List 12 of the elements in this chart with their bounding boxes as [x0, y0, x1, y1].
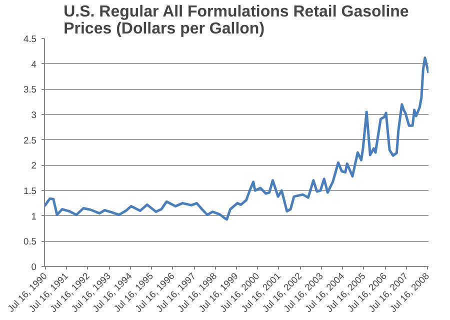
y-tick-label: 1.5	[24, 186, 36, 196]
y-tick-label: 4.5	[24, 34, 36, 44]
y-tick-label: 0.5	[24, 236, 36, 247]
y-tick-label: 2	[31, 160, 37, 171]
y-tick-label: 2.5	[24, 135, 36, 146]
y-tick-label: 3.5	[24, 84, 36, 95]
y-tick-label: 3	[31, 110, 37, 120]
y-tick-label: 1	[31, 211, 37, 222]
chart-title: U.S. Regular All Formulations Retail Gasoline Prices (Dollars per Gallon)	[64, 4, 409, 38]
y-tick-label: 4	[31, 59, 37, 70]
line-series	[44, 56, 428, 221]
y-tick-label: 0	[31, 262, 37, 272]
